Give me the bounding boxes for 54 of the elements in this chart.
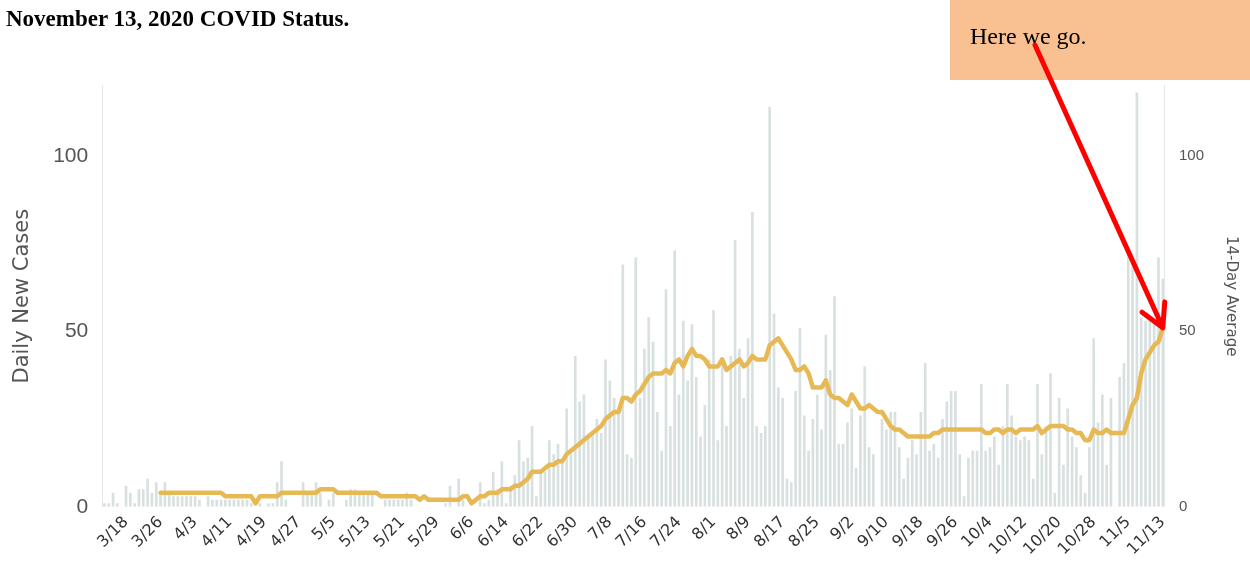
bar [768,106,772,507]
y-tick-label: 100 [53,142,89,166]
bar [815,394,819,507]
bar [154,482,158,507]
bar [249,503,253,507]
chart-title: November 13, 2020 COVID Status. [6,5,350,31]
bar [146,478,149,507]
bar [128,492,132,507]
bar [107,503,111,507]
bar [573,355,577,507]
bar [332,492,335,507]
bar [1005,383,1009,507]
bar [681,320,685,507]
x-tick-label: 9/2 [825,511,858,544]
bar [980,383,983,507]
bar [802,415,806,507]
bar [945,401,949,507]
y2-axis-title: 14-Day Average [1223,235,1242,357]
y-tick-label: 50 [64,318,89,342]
bar [863,366,867,507]
bar [923,362,927,507]
bar [1049,373,1052,507]
bar [729,355,733,507]
y2-tick-label: 0 [1178,496,1188,514]
bar [673,250,676,507]
y2-tick-label: 50 [1178,321,1196,339]
bar [444,503,448,507]
bar [694,376,698,507]
bar [1092,338,1096,507]
bar [396,499,400,507]
x-tick-label: 8/9 [722,511,754,544]
bar [1066,408,1070,507]
bar [720,362,724,507]
bar [634,257,638,507]
bar [565,408,568,507]
bar [621,264,625,507]
bar [1036,383,1039,507]
y2-tick-label: 100 [1178,145,1204,163]
bar [1100,394,1104,507]
bar [751,211,754,507]
bar [176,496,180,507]
bar [548,440,551,507]
y-axis-title: Daily New Cases [9,208,34,384]
bar [897,447,901,507]
bar [539,471,543,507]
x-tick-label: 4/3 [169,511,201,544]
bar [992,436,996,507]
bar [833,296,836,507]
x-tick-label: 6/6 [445,511,478,544]
x-tick-label: 7/8 [583,511,616,544]
annotation: Here we go. [970,23,1087,50]
y-tick-label: 0 [76,493,89,517]
x-tick-label: 8/1 [687,511,720,544]
bar [612,398,616,507]
